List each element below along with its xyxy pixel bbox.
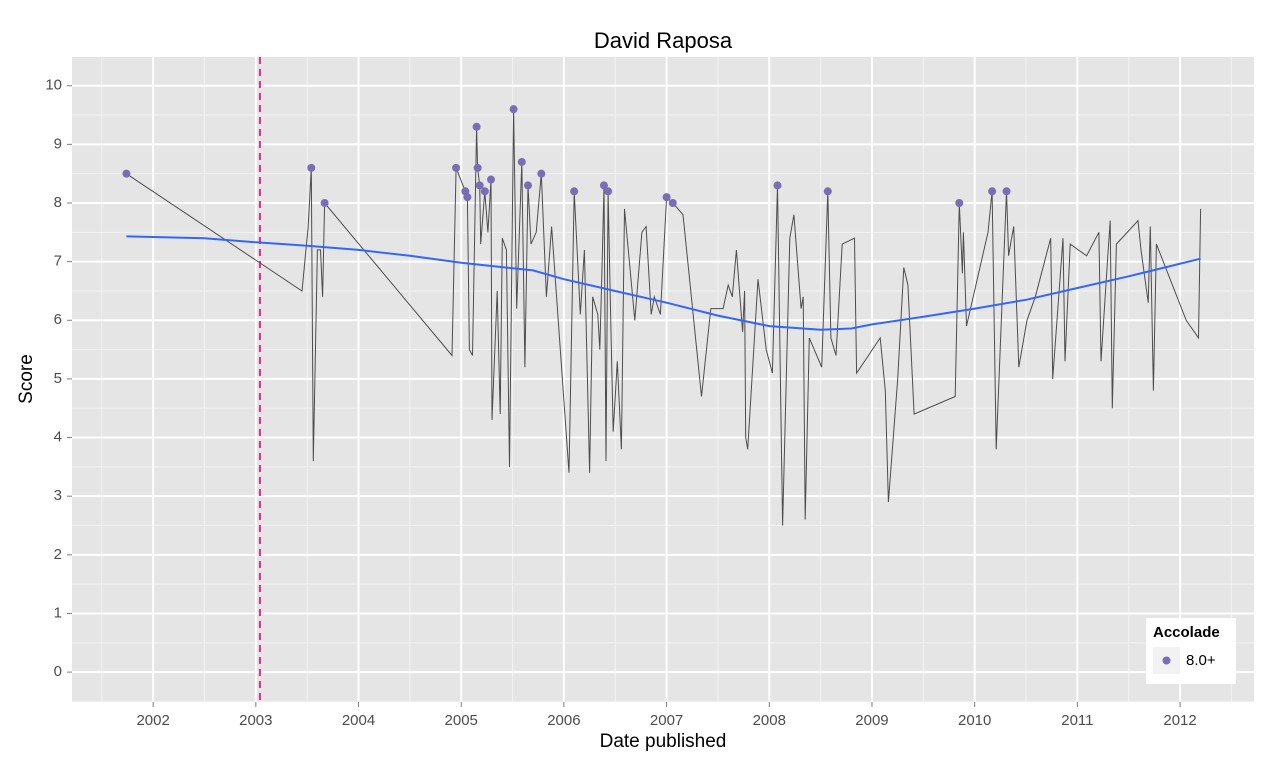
y-axis-label: Score xyxy=(16,354,37,404)
y-tick-label: 2 xyxy=(54,546,62,563)
x-tick-label: 2003 xyxy=(239,712,272,729)
y-tick-label: 1 xyxy=(54,604,62,621)
y-tick-label: 0 xyxy=(54,663,62,680)
accolade-point xyxy=(486,175,495,184)
accolade-point xyxy=(307,163,316,172)
legend-label: 8.0+ xyxy=(1186,652,1216,669)
accolade-point xyxy=(662,193,671,202)
accolade-point xyxy=(668,199,677,208)
x-tick-label: 2007 xyxy=(650,712,683,729)
accolade-point xyxy=(604,187,613,196)
accolade-point xyxy=(320,199,329,208)
x-tick-label: 2002 xyxy=(136,712,169,729)
y-tick-label: 9 xyxy=(54,135,62,152)
accolade-point xyxy=(480,187,489,196)
y-tick-label: 7 xyxy=(54,253,62,270)
x-tick-label: 2012 xyxy=(1163,712,1196,729)
smooth-line xyxy=(126,235,1201,331)
accolade-point xyxy=(473,163,482,172)
accolade-point xyxy=(1002,187,1011,196)
x-tick-label: 2005 xyxy=(445,712,478,729)
y-tick-label: 8 xyxy=(54,194,62,211)
x-tick-label: 2011 xyxy=(1061,712,1093,729)
accolade-point xyxy=(955,199,964,208)
accolade-point xyxy=(988,187,997,196)
accolade-point xyxy=(475,181,484,190)
accolade-point xyxy=(517,157,526,166)
accolade-point xyxy=(537,169,546,178)
accolade-point xyxy=(509,105,518,114)
accolade-point xyxy=(599,181,608,190)
chart-title: David Raposa xyxy=(594,28,733,53)
x-tick-label: 2004 xyxy=(342,712,375,729)
accolade-point xyxy=(570,187,579,196)
x-tick-label: 2010 xyxy=(958,712,991,729)
y-tick-label: 4 xyxy=(54,429,62,446)
accolade-point xyxy=(773,181,782,190)
y-tick-label: 10 xyxy=(45,77,62,94)
x-axis-label: Date published xyxy=(600,731,727,752)
accolade-point xyxy=(463,193,472,202)
x-tick-label: 2006 xyxy=(547,712,580,729)
x-tick-label: 2008 xyxy=(753,712,786,729)
accolade-point xyxy=(523,181,532,190)
accolade-point xyxy=(452,163,461,172)
legend-symbol xyxy=(1162,656,1171,665)
y-tick-label: 3 xyxy=(54,487,62,504)
accolade-point xyxy=(122,169,131,178)
accolade-point xyxy=(472,122,481,131)
y-tick-label: 6 xyxy=(54,311,62,328)
legend-title: Accolade xyxy=(1153,624,1220,641)
y-tick-label: 5 xyxy=(54,370,62,387)
x-tick-label: 2009 xyxy=(855,712,888,729)
accolade-point xyxy=(823,187,832,196)
score-line xyxy=(126,109,1202,526)
